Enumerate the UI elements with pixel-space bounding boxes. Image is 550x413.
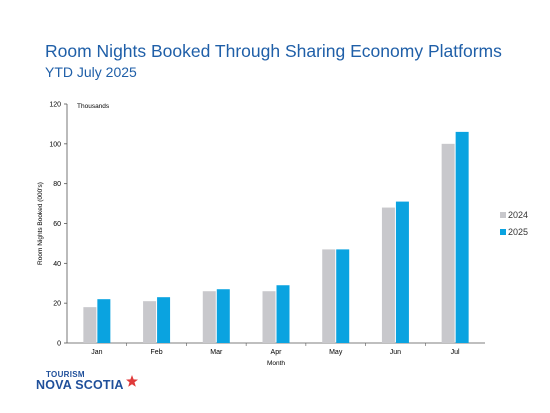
star-icon (125, 375, 138, 387)
bar-2025-feb (157, 297, 171, 343)
chart-axes (64, 103, 485, 346)
x-tick-label: Jul (451, 349, 460, 356)
chart-subtitle: YTD July 2025 (45, 64, 137, 80)
bar-2024-jul (441, 143, 455, 343)
logo-line1: TOURISM (46, 370, 85, 379)
x-axis-label: Month (267, 360, 285, 367)
bar-2025-may (336, 249, 350, 343)
x-tick-label: Jun (390, 349, 401, 356)
y-axis-label: Room Nights Booked (000's) (37, 182, 44, 265)
legend-label-2024: 2024 (508, 210, 528, 220)
bar-2024-feb (143, 301, 157, 343)
x-tick-label: May (329, 349, 343, 356)
bar-2025-jan (97, 299, 111, 343)
bar-2024-jan (83, 307, 97, 343)
bar-2025-jun (395, 201, 409, 343)
x-tick-label: Feb (151, 349, 163, 356)
tourism-nova-scotia-logo: TOURISM NOVA SCOTIA (36, 370, 139, 391)
y-tick-label: 0 (57, 341, 61, 348)
chart-bars (83, 131, 469, 343)
chart-labels: 0 20 40 60 80 100 120 Thousands Room Nights Book… (37, 102, 460, 368)
bar-2024-jun (381, 207, 395, 343)
chart-legend: 2024 2025 (500, 210, 528, 237)
bar-2024-mar (202, 291, 216, 343)
legend-swatch-2024 (500, 212, 506, 218)
y-tick-label: 100 (49, 141, 61, 148)
y-tick-label: 80 (53, 181, 61, 188)
y-tick-label: 120 (49, 102, 61, 109)
y-tick-label: 20 (53, 301, 61, 308)
unit-label: Thousands (77, 103, 110, 110)
bar-2025-jul (455, 131, 469, 343)
y-tick-label: 40 (53, 261, 61, 268)
legend-swatch-2025 (500, 229, 506, 235)
bar-2024-apr (262, 291, 276, 343)
logo-line2: NOVA SCOTIA (36, 378, 124, 392)
bar-2025-mar (216, 289, 230, 343)
x-tick-label: Mar (210, 349, 223, 356)
legend-label-2025: 2025 (508, 227, 528, 237)
y-tick-label: 60 (53, 221, 61, 228)
x-tick-label: Jan (91, 349, 102, 356)
bar-2024-may (322, 249, 336, 343)
bar-2025-apr (276, 285, 290, 343)
x-tick-label: Apr (271, 349, 283, 356)
chart-title: Room Nights Booked Through Sharing Econo… (45, 41, 502, 61)
